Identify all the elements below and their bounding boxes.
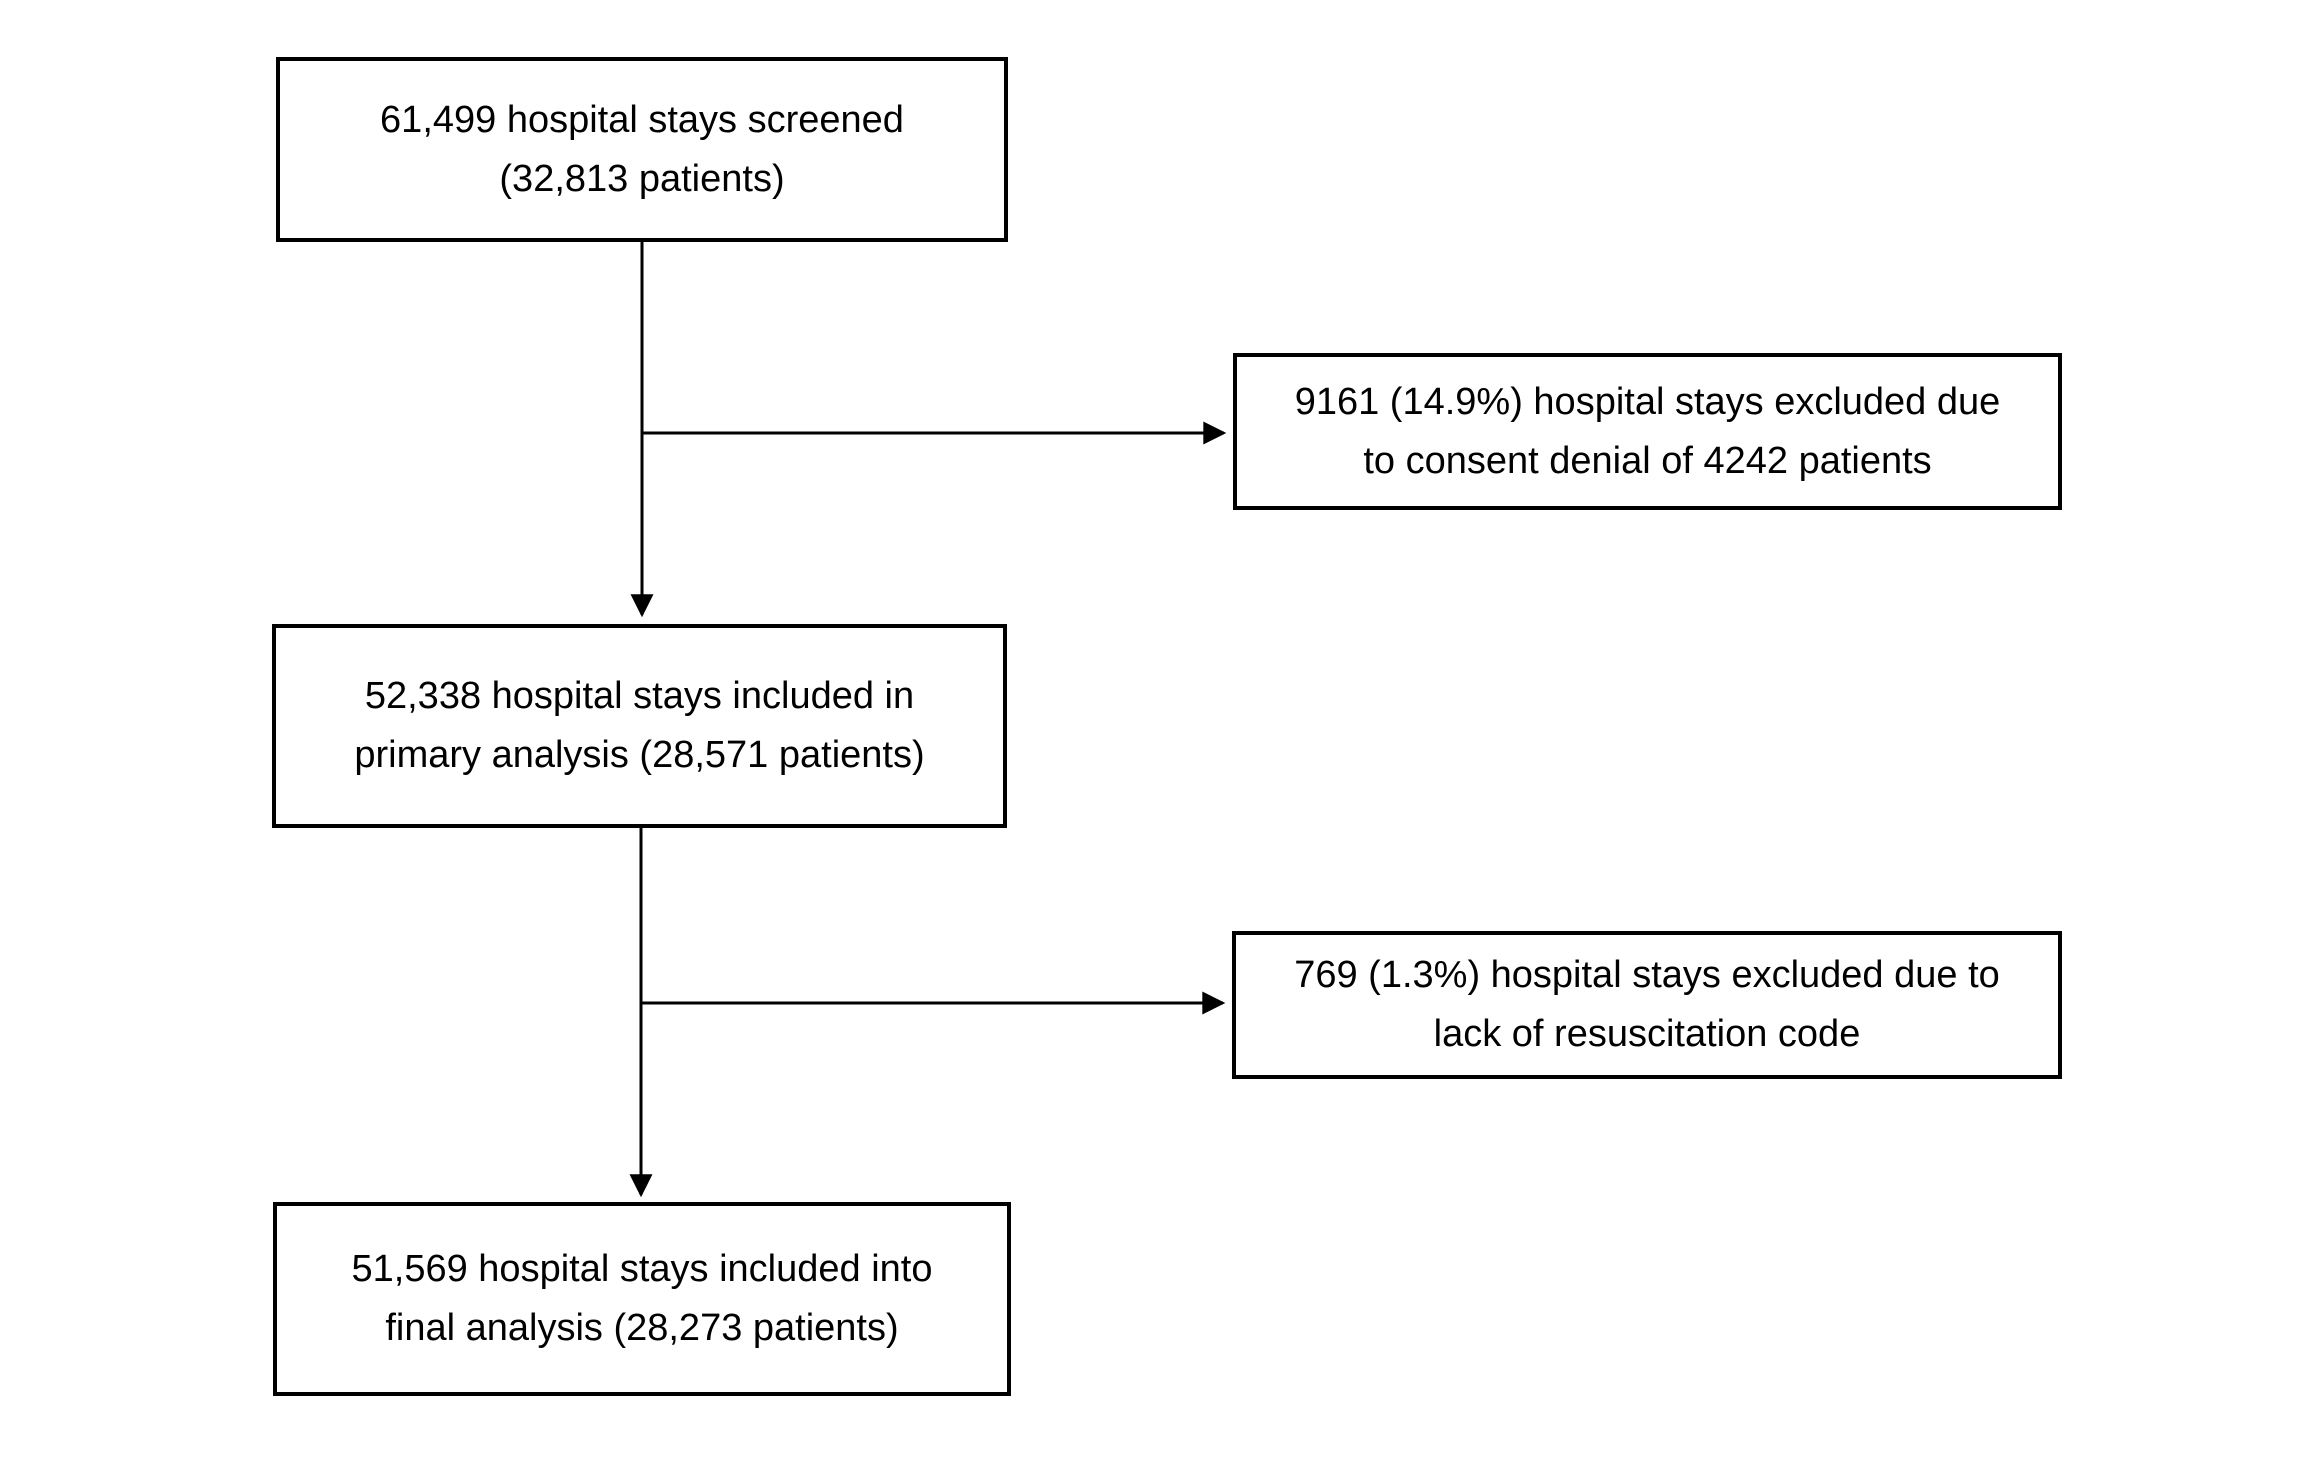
flow-box-screened: 61,499 hospital stays screened (32,813 p… [276, 57, 1008, 242]
primary-analysis-line-2: primary analysis (28,571 patients) [354, 734, 925, 776]
final-analysis-line-2: final analysis (28,273 patients) [385, 1307, 899, 1349]
final-analysis-line-1: 51,569 hospital stays included into [351, 1248, 933, 1290]
flow-box-primary-analysis: 52,338 hospital stays included in primar… [272, 624, 1007, 828]
flow-box-final-analysis: 51,569 hospital stays included into fina… [273, 1202, 1011, 1396]
primary-analysis-line-1: 52,338 hospital stays included in [364, 675, 915, 717]
flow-box-excluded-resuscitation: 769 (1.3%) hospital stays excluded due t… [1232, 931, 2062, 1079]
screened-line-1: 61,499 hospital stays screened [380, 98, 904, 141]
screened-line-2: (32,813 patients) [499, 157, 785, 200]
flow-box-excluded-consent: 9161 (14.9%) hospital stays excluded due… [1233, 353, 2062, 510]
excluded-consent-line-1: 9161 (14.9%) hospital stays excluded due [1294, 380, 2001, 423]
excluded-resuscitation-line-1: 769 (1.3%) hospital stays excluded due t… [1294, 954, 2000, 996]
excluded-consent-line-2: to consent denial of 4242 patients [1363, 439, 1932, 482]
excluded-resuscitation-line-2: lack of resuscitation code [1433, 1013, 1861, 1055]
